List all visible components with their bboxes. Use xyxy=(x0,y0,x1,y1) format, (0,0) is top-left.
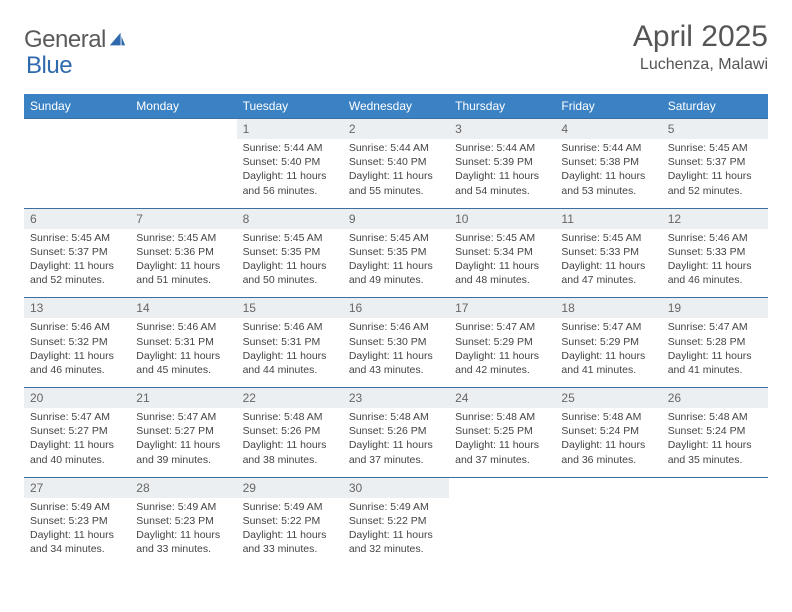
day-detail: Sunrise: 5:45 AMSunset: 5:37 PMDaylight:… xyxy=(662,139,768,208)
day-number: 19 xyxy=(662,298,768,319)
calendar-table: SundayMondayTuesdayWednesdayThursdayFrid… xyxy=(24,94,768,566)
day-detail: Sunrise: 5:48 AMSunset: 5:24 PMDaylight:… xyxy=(555,408,661,477)
day-number-row: 6789101112 xyxy=(24,208,768,229)
day-detail: Sunrise: 5:48 AMSunset: 5:25 PMDaylight:… xyxy=(449,408,555,477)
day-number: 9 xyxy=(343,208,449,229)
day-detail: Sunrise: 5:48 AMSunset: 5:24 PMDaylight:… xyxy=(662,408,768,477)
day-number: 29 xyxy=(237,477,343,498)
empty-cell xyxy=(662,498,768,567)
day-number: 18 xyxy=(555,298,661,319)
day-number-row: 27282930 xyxy=(24,477,768,498)
empty-cell xyxy=(555,477,661,498)
day-detail: Sunrise: 5:49 AMSunset: 5:23 PMDaylight:… xyxy=(24,498,130,567)
weekday-header: Wednesday xyxy=(343,94,449,119)
day-detail: Sunrise: 5:44 AMSunset: 5:39 PMDaylight:… xyxy=(449,139,555,208)
day-detail: Sunrise: 5:46 AMSunset: 5:33 PMDaylight:… xyxy=(662,229,768,298)
day-number: 10 xyxy=(449,208,555,229)
weekday-header-row: SundayMondayTuesdayWednesdayThursdayFrid… xyxy=(24,94,768,119)
day-number: 6 xyxy=(24,208,130,229)
day-number: 30 xyxy=(343,477,449,498)
day-detail: Sunrise: 5:44 AMSunset: 5:38 PMDaylight:… xyxy=(555,139,661,208)
month-title: April 2025 xyxy=(633,20,768,54)
day-detail: Sunrise: 5:46 AMSunset: 5:32 PMDaylight:… xyxy=(24,318,130,387)
day-number: 1 xyxy=(237,119,343,140)
day-detail: Sunrise: 5:45 AMSunset: 5:37 PMDaylight:… xyxy=(24,229,130,298)
calendar-body: 12345Sunrise: 5:44 AMSunset: 5:40 PMDayl… xyxy=(24,119,768,567)
day-number: 13 xyxy=(24,298,130,319)
day-number-row: 20212223242526 xyxy=(24,388,768,409)
weekday-header: Friday xyxy=(555,94,661,119)
day-number: 24 xyxy=(449,388,555,409)
day-number: 26 xyxy=(662,388,768,409)
day-detail: Sunrise: 5:47 AMSunset: 5:27 PMDaylight:… xyxy=(24,408,130,477)
weekday-header: Sunday xyxy=(24,94,130,119)
day-detail: Sunrise: 5:45 AMSunset: 5:33 PMDaylight:… xyxy=(555,229,661,298)
day-body-row: Sunrise: 5:45 AMSunset: 5:37 PMDaylight:… xyxy=(24,229,768,298)
day-number: 7 xyxy=(130,208,236,229)
day-detail: Sunrise: 5:49 AMSunset: 5:22 PMDaylight:… xyxy=(237,498,343,567)
day-body-row: Sunrise: 5:47 AMSunset: 5:27 PMDaylight:… xyxy=(24,408,768,477)
empty-cell xyxy=(662,477,768,498)
empty-cell xyxy=(449,498,555,567)
day-number: 20 xyxy=(24,388,130,409)
day-detail: Sunrise: 5:48 AMSunset: 5:26 PMDaylight:… xyxy=(237,408,343,477)
title-block: April 2025 Luchenza, Malawi xyxy=(633,20,768,74)
day-number-row: 12345 xyxy=(24,119,768,140)
day-detail: Sunrise: 5:46 AMSunset: 5:31 PMDaylight:… xyxy=(130,318,236,387)
day-body-row: Sunrise: 5:46 AMSunset: 5:32 PMDaylight:… xyxy=(24,318,768,387)
logo-text-general: General xyxy=(24,26,106,54)
empty-cell xyxy=(24,139,130,208)
day-number: 22 xyxy=(237,388,343,409)
day-detail: Sunrise: 5:48 AMSunset: 5:26 PMDaylight:… xyxy=(343,408,449,477)
day-detail: Sunrise: 5:45 AMSunset: 5:35 PMDaylight:… xyxy=(237,229,343,298)
day-number: 15 xyxy=(237,298,343,319)
empty-cell xyxy=(555,498,661,567)
weekday-header: Tuesday xyxy=(237,94,343,119)
day-detail: Sunrise: 5:47 AMSunset: 5:29 PMDaylight:… xyxy=(555,318,661,387)
day-detail: Sunrise: 5:47 AMSunset: 5:29 PMDaylight:… xyxy=(449,318,555,387)
day-number: 4 xyxy=(555,119,661,140)
day-detail: Sunrise: 5:46 AMSunset: 5:31 PMDaylight:… xyxy=(237,318,343,387)
day-number: 12 xyxy=(662,208,768,229)
day-number: 21 xyxy=(130,388,236,409)
day-body-row: Sunrise: 5:44 AMSunset: 5:40 PMDaylight:… xyxy=(24,139,768,208)
day-number: 14 xyxy=(130,298,236,319)
day-number: 17 xyxy=(449,298,555,319)
weekday-header: Thursday xyxy=(449,94,555,119)
day-number-row: 13141516171819 xyxy=(24,298,768,319)
day-detail: Sunrise: 5:45 AMSunset: 5:34 PMDaylight:… xyxy=(449,229,555,298)
day-number: 11 xyxy=(555,208,661,229)
day-detail: Sunrise: 5:44 AMSunset: 5:40 PMDaylight:… xyxy=(343,139,449,208)
empty-cell xyxy=(130,119,236,140)
day-body-row: Sunrise: 5:49 AMSunset: 5:23 PMDaylight:… xyxy=(24,498,768,567)
empty-cell xyxy=(130,139,236,208)
day-number: 25 xyxy=(555,388,661,409)
day-detail: Sunrise: 5:49 AMSunset: 5:22 PMDaylight:… xyxy=(343,498,449,567)
day-number: 3 xyxy=(449,119,555,140)
logo-text-blue: Blue xyxy=(26,52,72,79)
day-number: 28 xyxy=(130,477,236,498)
weekday-header: Monday xyxy=(130,94,236,119)
sail-icon xyxy=(108,31,126,49)
empty-cell xyxy=(24,119,130,140)
day-detail: Sunrise: 5:45 AMSunset: 5:36 PMDaylight:… xyxy=(130,229,236,298)
day-number: 5 xyxy=(662,119,768,140)
day-detail: Sunrise: 5:49 AMSunset: 5:23 PMDaylight:… xyxy=(130,498,236,567)
day-number: 8 xyxy=(237,208,343,229)
day-number: 23 xyxy=(343,388,449,409)
weekday-header: Saturday xyxy=(662,94,768,119)
day-detail: Sunrise: 5:45 AMSunset: 5:35 PMDaylight:… xyxy=(343,229,449,298)
day-detail: Sunrise: 5:44 AMSunset: 5:40 PMDaylight:… xyxy=(237,139,343,208)
day-number: 2 xyxy=(343,119,449,140)
day-number: 27 xyxy=(24,477,130,498)
day-detail: Sunrise: 5:47 AMSunset: 5:27 PMDaylight:… xyxy=(130,408,236,477)
location-label: Luchenza, Malawi xyxy=(633,56,768,74)
day-detail: Sunrise: 5:46 AMSunset: 5:30 PMDaylight:… xyxy=(343,318,449,387)
logo: General xyxy=(24,26,128,54)
day-detail: Sunrise: 5:47 AMSunset: 5:28 PMDaylight:… xyxy=(662,318,768,387)
empty-cell xyxy=(449,477,555,498)
day-number: 16 xyxy=(343,298,449,319)
